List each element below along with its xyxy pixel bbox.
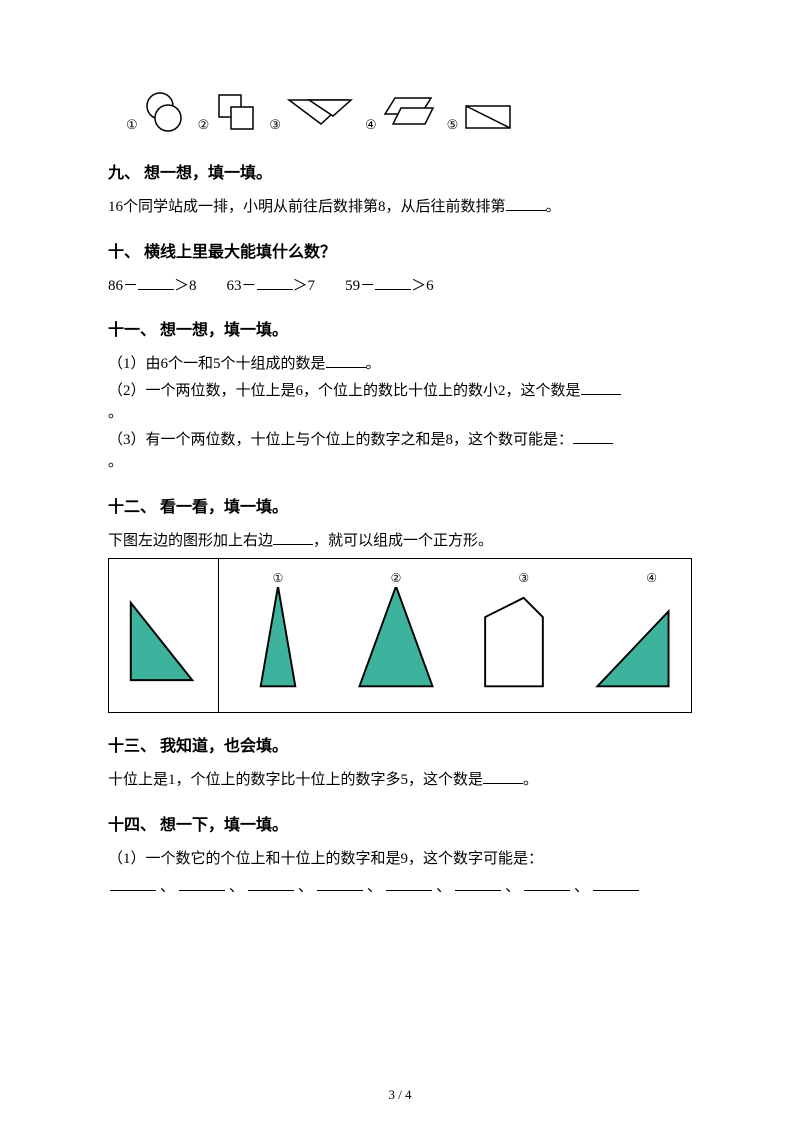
blank[interactable] — [573, 429, 613, 444]
q14-blanks-row: 、 、 、 、 、 、 、 — [108, 876, 692, 899]
blank[interactable] — [375, 275, 411, 290]
blank[interactable] — [138, 275, 174, 290]
separator: 、 — [505, 879, 520, 895]
q9-title: 九、 想一想，填一填。 — [108, 162, 692, 186]
q12-title: 十二、 看一看，填一填。 — [108, 496, 692, 520]
shapes-row: ① ② ③ ④ ⑤ — [126, 90, 692, 134]
q12-left-shape — [109, 559, 219, 712]
q12-sublabel: ② — [391, 569, 402, 587]
right-triangle-icon — [583, 569, 681, 694]
circles-icon — [142, 90, 188, 134]
blank[interactable] — [593, 876, 639, 891]
left-triangle-icon — [109, 559, 218, 712]
q13-a: 十位上是1，个位上的数字比十位上的数字多5，这个数是 — [108, 772, 483, 788]
blank[interactable] — [326, 353, 366, 368]
shape-label: ① — [126, 115, 138, 135]
separator: 、 — [229, 879, 244, 895]
parallelograms-icon — [381, 94, 437, 134]
q12-sub-2: ② — [347, 569, 445, 694]
pentagon-shape-icon — [465, 569, 563, 694]
blank[interactable] — [110, 876, 156, 891]
q13-line: 十位上是1，个位上的数字比十位上的数字多5，这个数是 。 — [108, 769, 692, 792]
q10-b: ＞7 — [293, 278, 316, 294]
q12-sub-1: ① — [229, 569, 327, 694]
q11-line3: （3）有一个两位数，十位上与个位上的数字之和是8，这个数可能是： 。 — [108, 429, 692, 474]
shape-label: ③ — [269, 115, 281, 135]
q12-sub-4: ④ — [583, 569, 681, 694]
q11-3b: 。 — [108, 454, 123, 470]
triangles-icon — [285, 94, 355, 134]
blank[interactable] — [483, 769, 523, 784]
q9-text-a: 16个同学站成一排，小明从前往后数排第8，从后往前数排第 — [108, 199, 506, 215]
shape-label: ⑤ — [447, 115, 459, 135]
q12-sublabel: ① — [273, 569, 284, 587]
q12-a: 下图左边的图形加上右边 — [108, 533, 273, 549]
q12-sublabel: ④ — [646, 569, 657, 587]
q11-1b: 。 — [366, 356, 381, 372]
separator: 、 — [160, 879, 175, 895]
q10-a: 86－ — [108, 278, 138, 294]
blank[interactable] — [257, 275, 293, 290]
q12-sublabel: ③ — [518, 569, 529, 587]
q11-3a: （3）有一个两位数，十位上与个位上的数字之和是8，这个数可能是： — [108, 432, 573, 448]
blank[interactable] — [581, 380, 621, 395]
q14-line: （1）一个数它的个位上和十位上的数字和是9，这个数字可能是： — [108, 848, 692, 871]
blank[interactable] — [455, 876, 501, 891]
shape-label: ② — [198, 115, 210, 135]
q10-item: 59－ ＞6 — [345, 275, 434, 298]
blank[interactable] — [386, 876, 432, 891]
shape-item-2: ② — [198, 90, 260, 134]
q11-title: 十一、 想一想，填一填。 — [108, 319, 692, 343]
separator: 、 — [574, 879, 589, 895]
blank[interactable] — [524, 876, 570, 891]
q10-a: 59－ — [345, 278, 375, 294]
separator: 、 — [367, 879, 382, 895]
q12-b: ，就可以组成一个正方形。 — [313, 533, 493, 549]
shape-item-5: ⑤ — [447, 100, 517, 134]
isoceles-triangle-icon — [347, 569, 445, 694]
q10-row: 86－ ＞8 63－ ＞7 59－ ＞6 — [108, 275, 692, 298]
q10-item: 86－ ＞8 — [108, 275, 197, 298]
q9-text-b: 。 — [546, 199, 561, 215]
q13-b: 。 — [523, 772, 538, 788]
q10-b: ＞8 — [174, 278, 197, 294]
shape-label: ④ — [365, 115, 377, 135]
blank[interactable] — [506, 196, 546, 211]
rectangle-split-icon — [462, 100, 516, 134]
q11-1a: （1）由6个一和5个十组成的数是 — [108, 356, 326, 372]
squares-icon — [213, 90, 259, 134]
q10-title: 十、 横线上里最大能填什么数？ — [108, 241, 692, 265]
q14-title: 十四、 想一下，填一填。 — [108, 814, 692, 838]
blank[interactable] — [317, 876, 363, 891]
blank[interactable] — [179, 876, 225, 891]
q10-item: 63－ ＞7 — [227, 275, 316, 298]
q11-line2: （2）一个两位数，十位上是6，个位上的数比十位上的数小2，这个数是。 — [108, 380, 692, 425]
blank[interactable] — [248, 876, 294, 891]
q11-2a: （2）一个两位数，十位上是6，个位上的数比十位上的数小2，这个数是 — [108, 383, 581, 399]
blank[interactable] — [273, 530, 313, 545]
separator: 、 — [298, 879, 313, 895]
q11-2b: 。 — [108, 405, 123, 421]
q12-line: 下图左边的图形加上右边 ，就可以组成一个正方形。 — [108, 530, 692, 553]
shape-item-1: ① — [126, 90, 188, 134]
narrow-triangle-icon — [229, 569, 327, 694]
separator: 、 — [436, 879, 451, 895]
q12-sub-3: ③ — [465, 569, 563, 694]
q9-line: 16个同学站成一排，小明从前往后数排第8，从后往前数排第 。 — [108, 196, 692, 219]
q12-right-shapes: ① ② ③ ④ — [219, 559, 691, 712]
q10-a: 63－ — [227, 278, 257, 294]
q12-figure: ① ② ③ ④ — [108, 558, 692, 713]
q11-line1: （1）由6个一和5个十组成的数是 。 — [108, 353, 692, 376]
page-footer: 3 / 4 — [388, 1085, 411, 1105]
q10-b: ＞6 — [411, 278, 434, 294]
shape-item-4: ④ — [365, 94, 437, 134]
q13-title: 十三、 我知道，也会填。 — [108, 735, 692, 759]
shape-item-3: ③ — [269, 94, 355, 134]
